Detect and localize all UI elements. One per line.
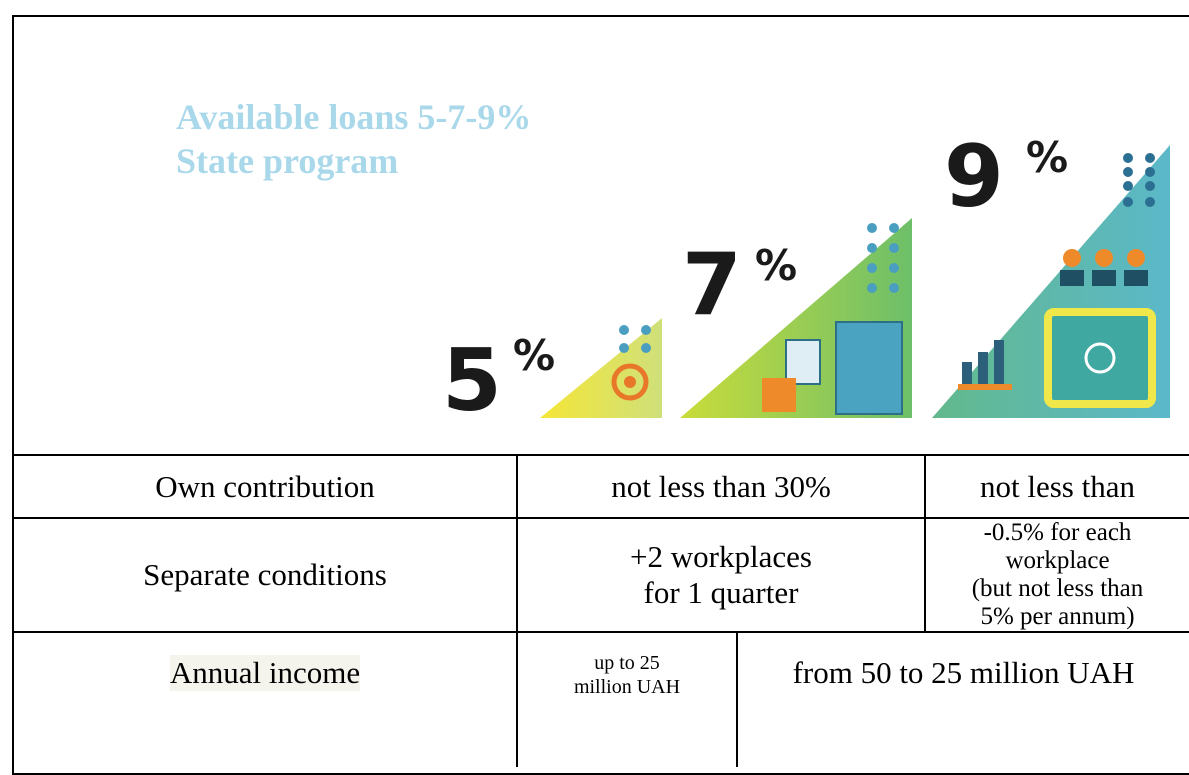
banner-title: Available loans 5-7-9% State program [176, 95, 531, 183]
cell-line: Annual income [169, 655, 361, 691]
cell-line: Separate conditions [143, 557, 387, 592]
cell-line: for 1 quarter [643, 575, 799, 610]
dots [867, 223, 899, 293]
rate-number: 7 [682, 235, 742, 335]
col-border [924, 454, 926, 632]
table-cell: -0.5% for each workplace (but not less tha… [926, 519, 1189, 631]
safe-dial [1084, 342, 1116, 374]
table-cell: Annual income [14, 633, 516, 767]
cell-line: not less than [980, 468, 1135, 504]
table-cell: not less than [926, 456, 1189, 517]
cell-line: +2 workplaces [630, 539, 812, 574]
cell-line: Own contribution [155, 468, 375, 504]
cell-line: million UAH [573, 676, 681, 698]
col-border [736, 631, 738, 767]
cell-line: from 50 to 25 million UAH [792, 655, 1135, 690]
title-line: Available loans 5-7-9% [176, 97, 532, 137]
rate-number: 5 [442, 331, 502, 431]
plus-icon [762, 378, 796, 412]
doc-icon [785, 339, 821, 385]
cell-line: 5% per annum) [980, 603, 1135, 630]
row-border [12, 454, 1189, 456]
target-icon [624, 376, 636, 388]
table-cell: +2 workplaces for 1 quarter [518, 519, 924, 631]
rate-unit: % [1026, 133, 1068, 182]
cell-line: up to 25 [594, 652, 660, 674]
chart-base [958, 384, 1012, 390]
table-cell: from 50 to 25 million UAH [738, 633, 1189, 767]
people-icons [1060, 270, 1148, 286]
cell-line: workplace [1005, 547, 1110, 574]
table-cell: Separate conditions [14, 519, 516, 631]
cell-line: (but not less than [971, 575, 1144, 602]
table-cell: Own contribution [14, 456, 516, 517]
illustration: 5 % 7 % 9 % [442, 127, 1170, 431]
rate-unit: % [513, 331, 555, 380]
rate-number: 9 [944, 127, 1004, 227]
cell-line: -0.5% for each [983, 519, 1132, 546]
row-border [12, 517, 1189, 519]
dots [1123, 153, 1155, 207]
col-border [516, 454, 518, 767]
people-icons [1063, 249, 1145, 267]
safe-icon [1044, 308, 1156, 408]
board-icon [835, 321, 903, 415]
table-cell: not less than 30% [518, 456, 924, 517]
rate-unit: % [755, 241, 797, 290]
chart-icon [962, 340, 1004, 384]
target-icon [611, 363, 649, 401]
table-cell: up to 25 million UAH [518, 633, 736, 767]
title-line: State program [176, 141, 399, 181]
dots [619, 325, 651, 353]
step-5 [540, 318, 662, 418]
row-border [12, 631, 1189, 633]
cell-line: not less than 30% [611, 468, 831, 504]
